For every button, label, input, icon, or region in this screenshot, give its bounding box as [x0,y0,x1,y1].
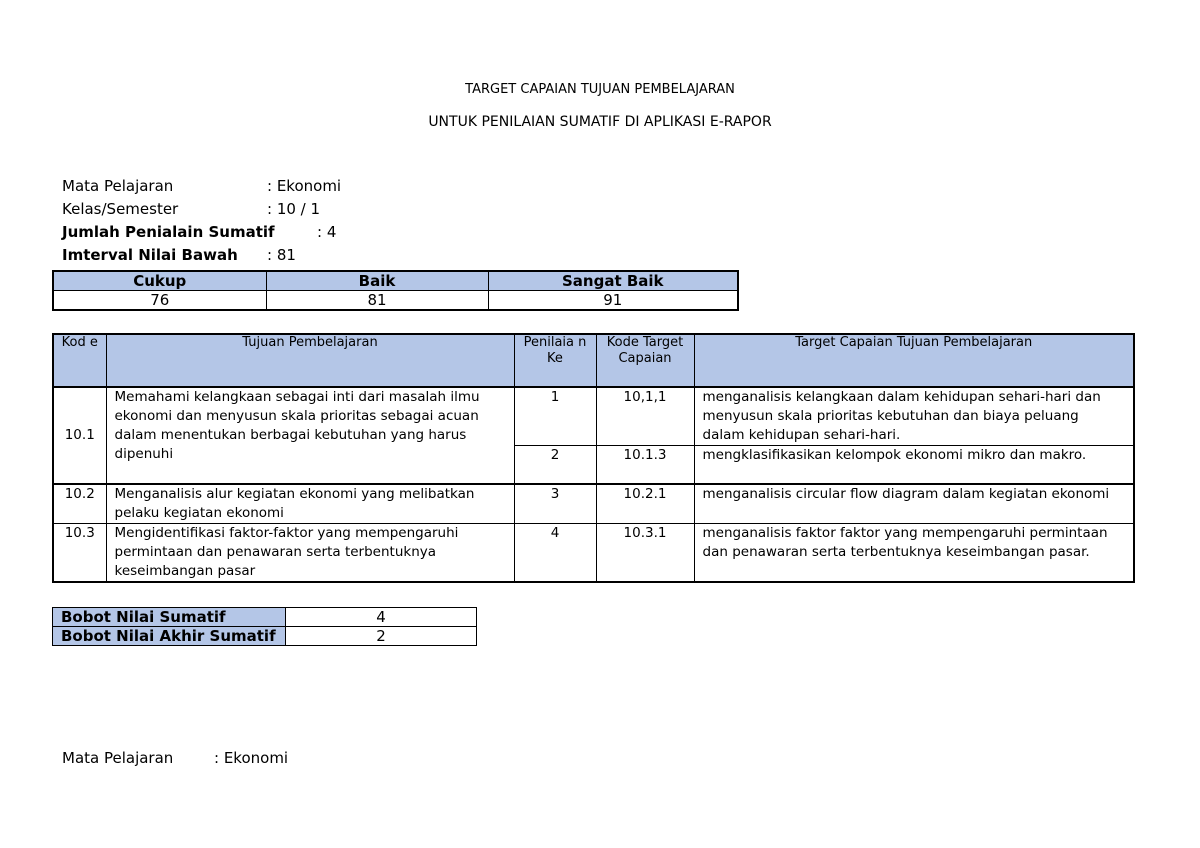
bobot-label: Bobot Nilai Sumatif [52,607,286,627]
header-penilaian-ke: Penilaia n Ke [513,333,597,388]
bobot-table: Bobot Nilai Sumatif 4 Bobot Nilai Akhir S… [52,607,477,646]
nilai-value-cell: 91 [487,290,739,311]
table-header: Kod e Tujuan Pembelajaran Penilaia n Ke … [52,333,1135,388]
cell-target-capaian: menganalisis faktor faktor yang mempenga… [693,522,1135,582]
info-mata-pelajaran: Mata Pelajaran: Ekonomi [62,177,342,195]
header-kode-target: Kode Target Capaian [595,333,695,388]
table-row: 10.3 Mengidentifikasi faktor-faktor yang… [52,522,1135,582]
cell-penilaian-ke: 3 [513,483,597,524]
cell-kode: 10.3 [52,522,107,582]
nilai-header-cell: Cukup [52,270,267,291]
info-interval-nilai: Imterval Nilai Bawah: 81 [62,246,296,264]
cell-target-capaian: mengklasifikasikan kelompok ekonomi mikr… [693,445,1135,484]
cell-target-capaian: menganalisis kelangkaan dalam kehidupan … [693,386,1135,446]
cell-kode-target: 10.1.3 [595,445,695,484]
doc-subtitle: UNTUK PENILAIAN SUMATIF DI APLIKASI E-RA… [428,114,772,130]
footer-mata-pelajaran: Mata Pelajaran: Ekonomi [62,749,289,767]
header-target-capaian: Target Capaian Tujuan Pembelajaran [693,333,1135,388]
cell-tujuan: Memahami kelangkaan sebagai inti dari ma… [105,386,515,484]
nilai-value-cell: 81 [265,290,489,311]
nilai-table: Cukup Baik Sangat Baik 76 81 91 [52,270,739,311]
cell-kode-target: 10.3.1 [595,522,695,582]
cell-kode: 10.1 [52,386,107,484]
cell-kode-target: 10.2.1 [595,483,695,524]
nilai-header-cell: Sangat Baik [487,270,739,291]
cell-penilaian-ke: 2 [513,445,597,484]
cell-penilaian-ke: 4 [513,522,597,582]
cell-tujuan: Menganalisis alur kegiatan ekonomi yang … [105,483,515,524]
table-row: 10.1 Memahami kelangkaan sebagai inti da… [52,386,1135,484]
cell-kode: 10.2 [52,483,107,524]
header-tujuan: Tujuan Pembelajaran [105,333,515,388]
table-row: 10.2 Menganalisis alur kegiatan ekonomi … [52,483,1135,524]
info-jumlah-penilaian: Jumlah Penialain Sumatif: 4 [62,223,337,241]
cell-kode-target: 10,1,1 [595,386,695,446]
nilai-value-cell: 76 [52,290,267,311]
table-row: 2 10.1.3 mengklasifikasikan kelompok eko… [53,445,1135,484]
cell-target-capaian: menganalisis circular flow diagram dalam… [693,483,1135,524]
cell-tujuan: Mengidentifikasi faktor-faktor yang memp… [105,522,515,582]
header-kode: Kod e [52,333,107,388]
info-kelas-semester: Kelas/Semester: 10 / 1 [62,200,321,218]
doc-title: TARGET CAPAIAN TUJUAN PEMBELAJARAN [465,82,735,97]
bobot-value: 2 [285,626,477,646]
bobot-value: 4 [285,607,477,627]
bobot-label: Bobot Nilai Akhir Sumatif [52,626,286,646]
tujuan-table: Kod e Tujuan Pembelajaran Penilaia n Ke … [52,333,1135,583]
cell-penilaian-ke: 1 [513,386,597,446]
nilai-header-cell: Baik [265,270,489,291]
